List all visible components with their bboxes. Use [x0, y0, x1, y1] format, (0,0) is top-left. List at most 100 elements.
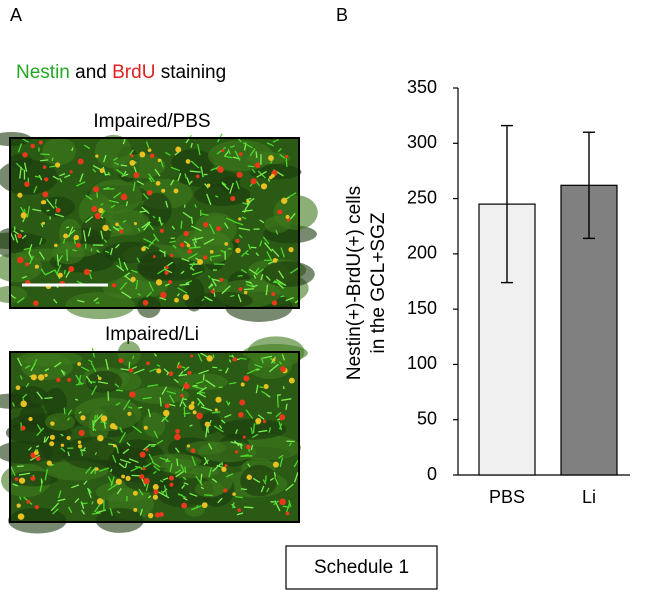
brdu-cell: [44, 177, 49, 182]
brdu-cell: [164, 270, 169, 275]
brdu-cell: [187, 370, 192, 375]
nestin-fiber: [200, 352, 208, 358]
y-tick-label: 0: [427, 464, 437, 484]
nestin-fiber: [152, 215, 156, 219]
nestin-fiber: [218, 424, 223, 429]
nestin-fiber: [197, 143, 201, 156]
nestin-fiber: [275, 229, 279, 235]
nestin-fiber: [246, 368, 259, 375]
nestin-fiber: [50, 463, 54, 467]
nestin-fiber: [278, 270, 285, 279]
brdu-cell: [262, 419, 267, 424]
nestin-fiber: [229, 145, 235, 149]
nestin-fiber: [180, 464, 185, 473]
nestin-fiber: [169, 179, 175, 186]
nestin-fiber: [190, 225, 202, 232]
nestin-fiber: [153, 465, 161, 472]
nestin-fiber: [82, 447, 86, 452]
tissue-shade: [130, 386, 190, 404]
nestin-fiber: [177, 493, 187, 499]
image-frame: [9, 137, 300, 309]
brdu-cell: [142, 299, 149, 306]
micrograph: [0, 131, 318, 322]
nestin-fiber: [285, 503, 291, 514]
brdu-cell: [272, 461, 279, 468]
brdu-cell: [77, 158, 84, 165]
brdu-cell: [165, 265, 169, 270]
brdu-cell: [143, 425, 148, 430]
nestin-fiber: [226, 473, 234, 478]
brdu-cell: [180, 393, 184, 398]
panel-title: Nestin and BrdU staining: [16, 62, 226, 83]
y-tick-label: 100: [407, 353, 437, 373]
x-tick-label: PBS: [489, 487, 525, 507]
brdu-cell: [115, 478, 122, 485]
nestin-fiber: [200, 406, 213, 412]
nestin-fiber: [141, 206, 150, 215]
nestin-fiber: [164, 283, 171, 287]
nestin-fiber: [165, 200, 169, 208]
brdu-cell: [16, 503, 21, 508]
nestin-fiber: [115, 402, 121, 406]
nestin-fiber: [135, 279, 139, 290]
brdu-cell: [50, 421, 55, 426]
nestin-fiber: [247, 463, 251, 468]
nestin-fiber: [237, 294, 242, 303]
nestin-fiber: [142, 396, 152, 400]
nestin-fiber: [130, 466, 141, 472]
nestin-fiber: [112, 157, 119, 162]
nestin-fiber: [46, 198, 55, 209]
tissue-shade: [261, 261, 315, 288]
nestin-fiber: [238, 234, 243, 239]
nestin-fiber: [269, 477, 274, 482]
nestin-fiber: [110, 476, 115, 487]
nestin-fiber: [200, 473, 203, 483]
nestin-fiber: [251, 169, 256, 174]
nestin-fiber: [279, 423, 283, 430]
nestin-fiber: [44, 469, 49, 481]
nestin-fiber: [248, 268, 258, 276]
nestin-fiber: [36, 427, 45, 437]
brdu-cell: [15, 385, 21, 391]
nestin-fiber: [118, 462, 125, 469]
tissue-shade: [85, 370, 123, 393]
nestin-fiber: [177, 172, 182, 182]
nestin-fiber: [246, 283, 253, 287]
brdu-cell: [221, 466, 227, 472]
nestin-fiber: [179, 397, 185, 407]
nestin-fiber: [196, 380, 204, 385]
nestin-fiber: [289, 212, 296, 220]
nestin-fiber: [215, 195, 219, 198]
nestin-fiber: [154, 168, 161, 177]
brdu-cell: [146, 361, 150, 366]
nestin-fiber: [133, 368, 145, 375]
brdu-cell: [271, 300, 278, 306]
brdu-cell: [174, 433, 181, 441]
brdu-cell: [128, 368, 134, 373]
nestin-fiber: [195, 505, 202, 509]
nestin-fiber: [107, 391, 110, 401]
brdu-cell: [132, 490, 138, 496]
nestin-fiber: [116, 264, 125, 272]
nestin-fiber: [197, 401, 201, 406]
nestin-fiber: [206, 193, 212, 206]
nestin-fiber: [157, 267, 168, 275]
brdu-cell: [235, 247, 241, 254]
brdu-cell: [169, 253, 174, 258]
nestin-fiber: [123, 399, 131, 411]
title-word: and: [75, 62, 107, 83]
y-tick-label: 250: [407, 187, 437, 207]
micrograph: [0, 336, 308, 534]
nestin-fiber: [146, 291, 153, 298]
brdu-cell: [217, 166, 224, 173]
brdu-cell: [210, 289, 215, 294]
tissue-shade: [197, 441, 257, 463]
footer-box: [285, 545, 438, 590]
nestin-fiber: [195, 475, 203, 486]
nestin-fiber: [235, 180, 240, 190]
nestin-fiber: [243, 506, 254, 509]
nestin-fiber: [121, 173, 129, 177]
image-frame: [9, 351, 300, 523]
nestin-fiber: [229, 294, 235, 298]
nestin-fiber: [65, 226, 70, 229]
